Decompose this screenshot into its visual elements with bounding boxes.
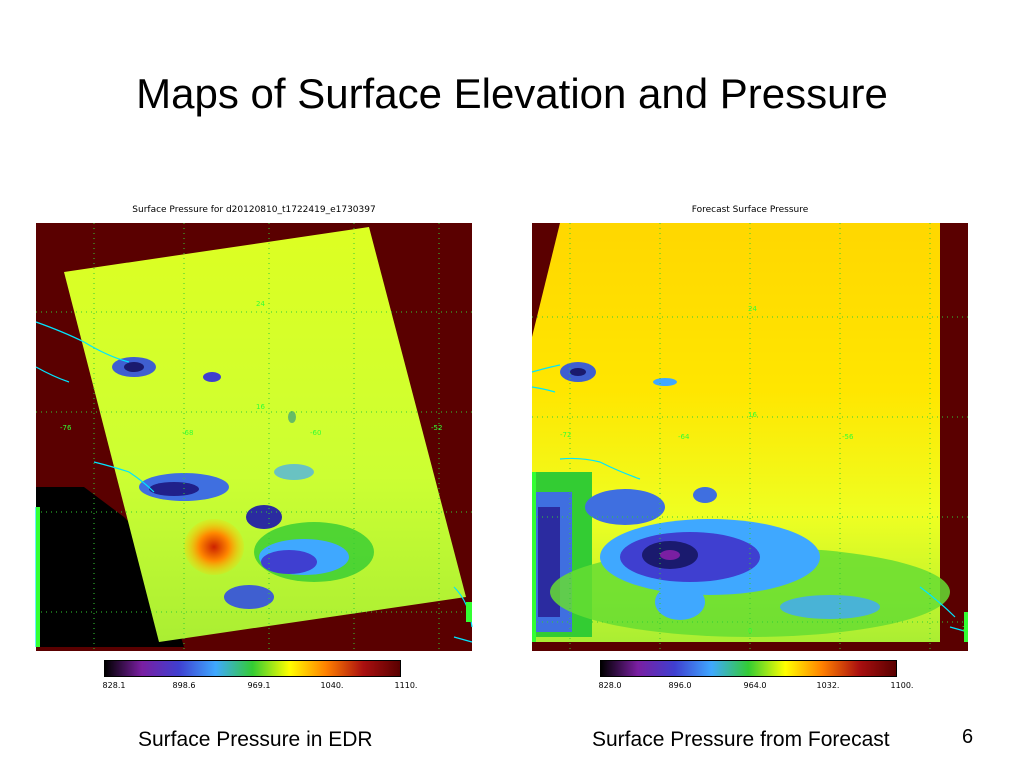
right-colorbar-label: 964.0: [743, 681, 767, 690]
left-low-pressure-blobs: [112, 357, 374, 609]
right-lat-label: 24: [748, 305, 757, 313]
right-lon-label: 2: [962, 625, 966, 633]
left-colorbar-label: 898.6: [172, 681, 196, 690]
right-colorbar-label: 1100.: [890, 681, 914, 690]
left-colorbar-label: 1040.: [320, 681, 344, 690]
right-low-pressure-blobs: [532, 362, 950, 637]
right-coastlines: [531, 364, 969, 642]
slide-title: Maps of Surface Elevation and Pressure: [136, 70, 888, 117]
right-colorbar: [600, 660, 897, 677]
left-lon-label: -68: [182, 429, 193, 437]
left-colorbar: [104, 660, 401, 677]
right-pressure-map: 24 16 0 -72 -64 -56 2: [531, 223, 969, 651]
left-lat-label: 16: [256, 403, 265, 411]
right-map-title: Forecast Surface Pressure: [691, 205, 809, 215]
left-land-dark: [36, 487, 184, 647]
left-lon-label: -60: [310, 429, 321, 437]
left-coastlines: [35, 321, 473, 647]
left-colorbar-label: 969.1: [247, 681, 271, 690]
right-lon-label: -72: [560, 431, 571, 439]
left-pressure-map: 24 16 -76 -68 -60 -52: [35, 223, 473, 651]
right-lat-label: 0: [748, 627, 752, 635]
left-map-title: Surface Pressure for d20120810_t1722419_…: [132, 205, 376, 215]
right-lon-label: -56: [842, 433, 854, 441]
right-colorbar-label: 828.0: [598, 681, 622, 690]
left-caption: Surface Pressure in EDR: [138, 728, 373, 751]
right-caption: Surface Pressure from Forecast: [592, 728, 890, 751]
right-map-panel: Forecast Surface Pressure: [530, 205, 970, 705]
page-number: 6: [962, 726, 974, 748]
left-lon-label: -52: [431, 424, 442, 432]
right-lat-label: 16: [748, 411, 757, 419]
left-lon-label: -76: [60, 424, 72, 432]
left-lat-label: 24: [256, 300, 265, 308]
left-colorbar-label: 1110.: [394, 681, 418, 690]
right-lon-label: -64: [678, 433, 690, 441]
left-map-panel: Surface Pressure for d20120810_t1722419_…: [34, 205, 474, 705]
right-colorbar-label: 1032.: [816, 681, 840, 690]
left-colorbar-label: 828.1: [102, 681, 126, 690]
right-colorbar-label: 896.0: [668, 681, 692, 690]
